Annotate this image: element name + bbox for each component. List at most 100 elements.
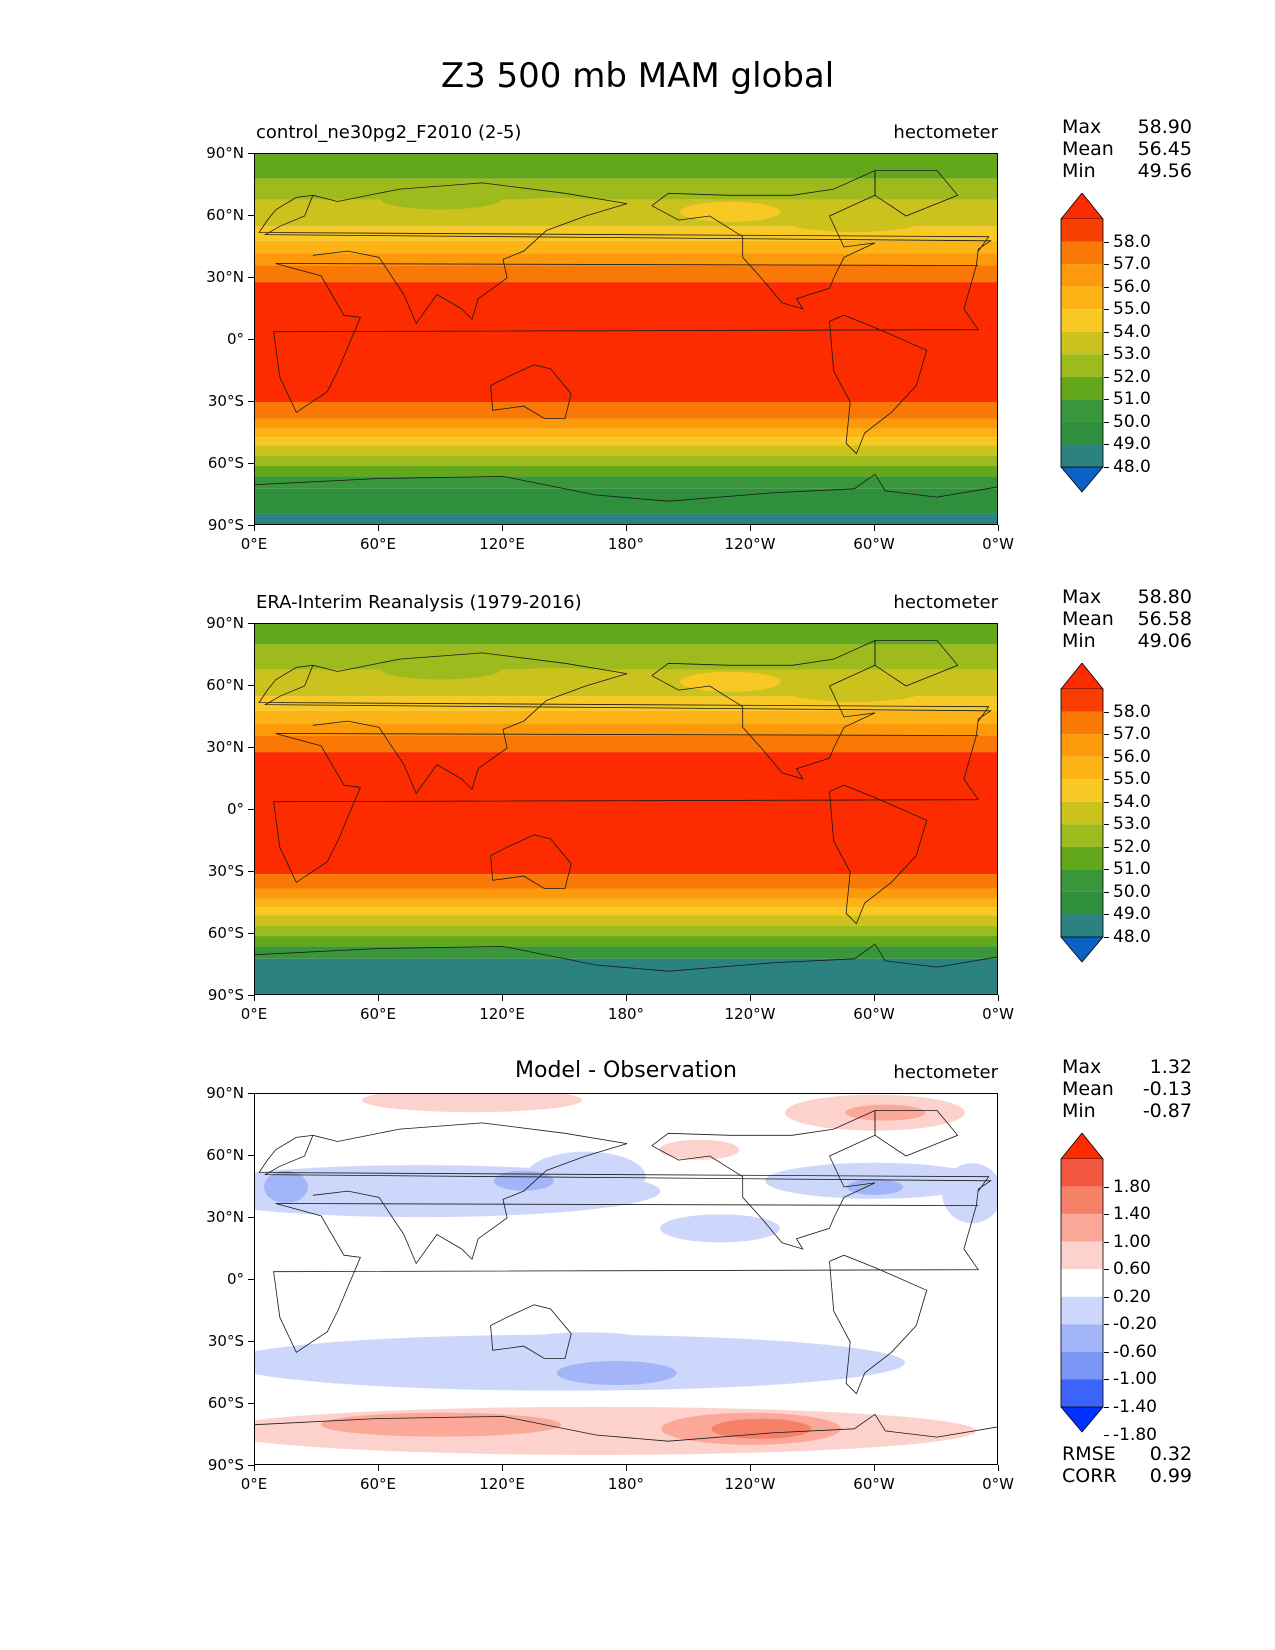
lat-tick-label: 30°N [206,738,244,756]
colorbar-tick-label: 57.0 [1113,254,1151,275]
contour-band [255,915,997,926]
coastline [651,1109,876,1250]
colorbar-tick-mark [1104,937,1109,938]
stat-min-label: Min [1062,1100,1096,1122]
stat-max-value: 1.32 [1149,1056,1192,1078]
panel1-left-title: control_ne30pg2_F2010 (2-5) [256,122,522,143]
lat-tick-label: 90°N [206,614,244,632]
lat-tick-label: 60°S [207,1394,244,1412]
contour-band [255,455,997,467]
contour-band [255,402,997,419]
colorbar-segment [1061,824,1103,847]
coastline [874,1110,959,1157]
lat-tick-label: 30°N [206,268,244,286]
negative-anomaly [525,1151,646,1202]
stat-mean-value: -0.13 [1142,1078,1192,1100]
lat-tick-mark [248,277,254,278]
wave-trough [484,197,625,226]
lon-tick-mark [378,1465,379,1471]
lat-tick-mark [248,1155,254,1156]
contour-band [255,624,997,645]
contour-band [255,936,997,947]
colorbar-tick-label: 49.0 [1113,904,1151,925]
colorbar-tick-mark [1104,241,1109,243]
lon-tick-label: 60°W [853,1005,895,1023]
lat-tick-label: 90°N [206,144,244,162]
panel3-extra-stats: RMSE 0.32 CORR 0.99 [1062,1443,1192,1487]
colorbar-tick-label: 53.0 [1113,814,1151,835]
lat-tick-mark [248,1341,254,1342]
lat-tick-mark [248,871,254,872]
negative-anomaly [505,1332,666,1365]
colorbar-tick-label: 1.40 [1113,1204,1151,1225]
lat-tick-mark [248,463,254,464]
colorbar-segment [1061,689,1103,712]
colorbar-segment [1061,1269,1103,1297]
panel3-center-title: Model - Observation [515,1058,737,1083]
stat-min-value: -0.87 [1142,1100,1192,1122]
colorbar-tick-label: 58.0 [1113,701,1151,722]
lon-tick-label: 0°W [982,1475,1014,1493]
colorbar-segment [1061,1351,1103,1380]
lat-tick-label: 90°S [207,516,244,534]
colorbar-tick-mark [1104,801,1109,803]
lat-tick-mark [248,1217,254,1218]
colorbar-tick-mark [1104,354,1109,356]
positive-anomaly [711,1418,812,1439]
contour-band [255,907,997,916]
stat-min-label: Min [1062,630,1096,652]
coastline [490,364,572,419]
lat-tick-mark [248,1279,254,1280]
colorbar-tick-mark [1104,1186,1109,1188]
lon-tick-mark [874,995,875,1001]
lat-tick-mark [248,339,254,340]
lon-tick-label: 120°W [724,1475,776,1493]
stat-mean-label: Mean [1062,138,1114,160]
colorbar-tick-mark [1104,286,1109,288]
colorbar-tick-label: -1.00 [1113,1369,1157,1390]
lon-tick-mark [750,995,751,1001]
colorbar-tick-mark [1104,734,1109,736]
panel1-map-svg [255,154,997,524]
lon-tick-label: 0°W [982,535,1014,553]
contour-band [255,418,997,429]
colorbar-tick-label: 48.0 [1113,927,1151,947]
colorbar-tick-mark [1104,756,1109,758]
coastline [829,314,928,455]
lon-tick-mark [502,995,503,1001]
lat-tick-mark [248,1403,254,1404]
lon-tick-mark [874,525,875,531]
panel1-colorbar [1060,193,1104,493]
colorbar-tick-mark [1104,1407,1109,1408]
map-background [255,1094,997,1464]
lon-tick-label: 0°E [240,535,268,553]
coastline [312,182,628,325]
colorbar-tick-mark [1104,1269,1109,1271]
lon-tick-mark [998,995,999,1001]
coastline [258,664,993,736]
colorbar-outline [1060,1159,1104,1407]
colorbar-segment [1061,286,1103,310]
lon-tick-mark [254,525,255,531]
lon-tick-label: 60°W [853,1475,895,1493]
colorbar-segment [1061,1214,1103,1242]
panel2-left-title: ERA-Interim Reanalysis (1979-2016) [256,592,582,613]
wave-trough [381,189,501,210]
panel2-map [254,623,998,995]
contour-band [255,898,997,908]
coastline [273,1203,980,1353]
contour-band [255,925,997,937]
colorbar-tick-label: 56.0 [1113,746,1151,767]
lat-tick-mark [248,809,254,810]
lon-tick-label: 60°W [853,535,895,553]
panel3-map [254,1093,998,1465]
colorbar-segment [1061,241,1103,265]
lon-tick-label: 60°E [359,1005,397,1023]
colorbar-tick-mark [1104,891,1109,893]
stat-rmse-label: RMSE [1062,1443,1116,1465]
stat-min-label: Min [1062,160,1096,182]
stat-corr-value: 0.99 [1149,1465,1192,1487]
lat-tick-label: 30°S [207,392,244,410]
colorbar-segment [1061,756,1103,780]
colorbar-top-extension [1060,1133,1104,1160]
